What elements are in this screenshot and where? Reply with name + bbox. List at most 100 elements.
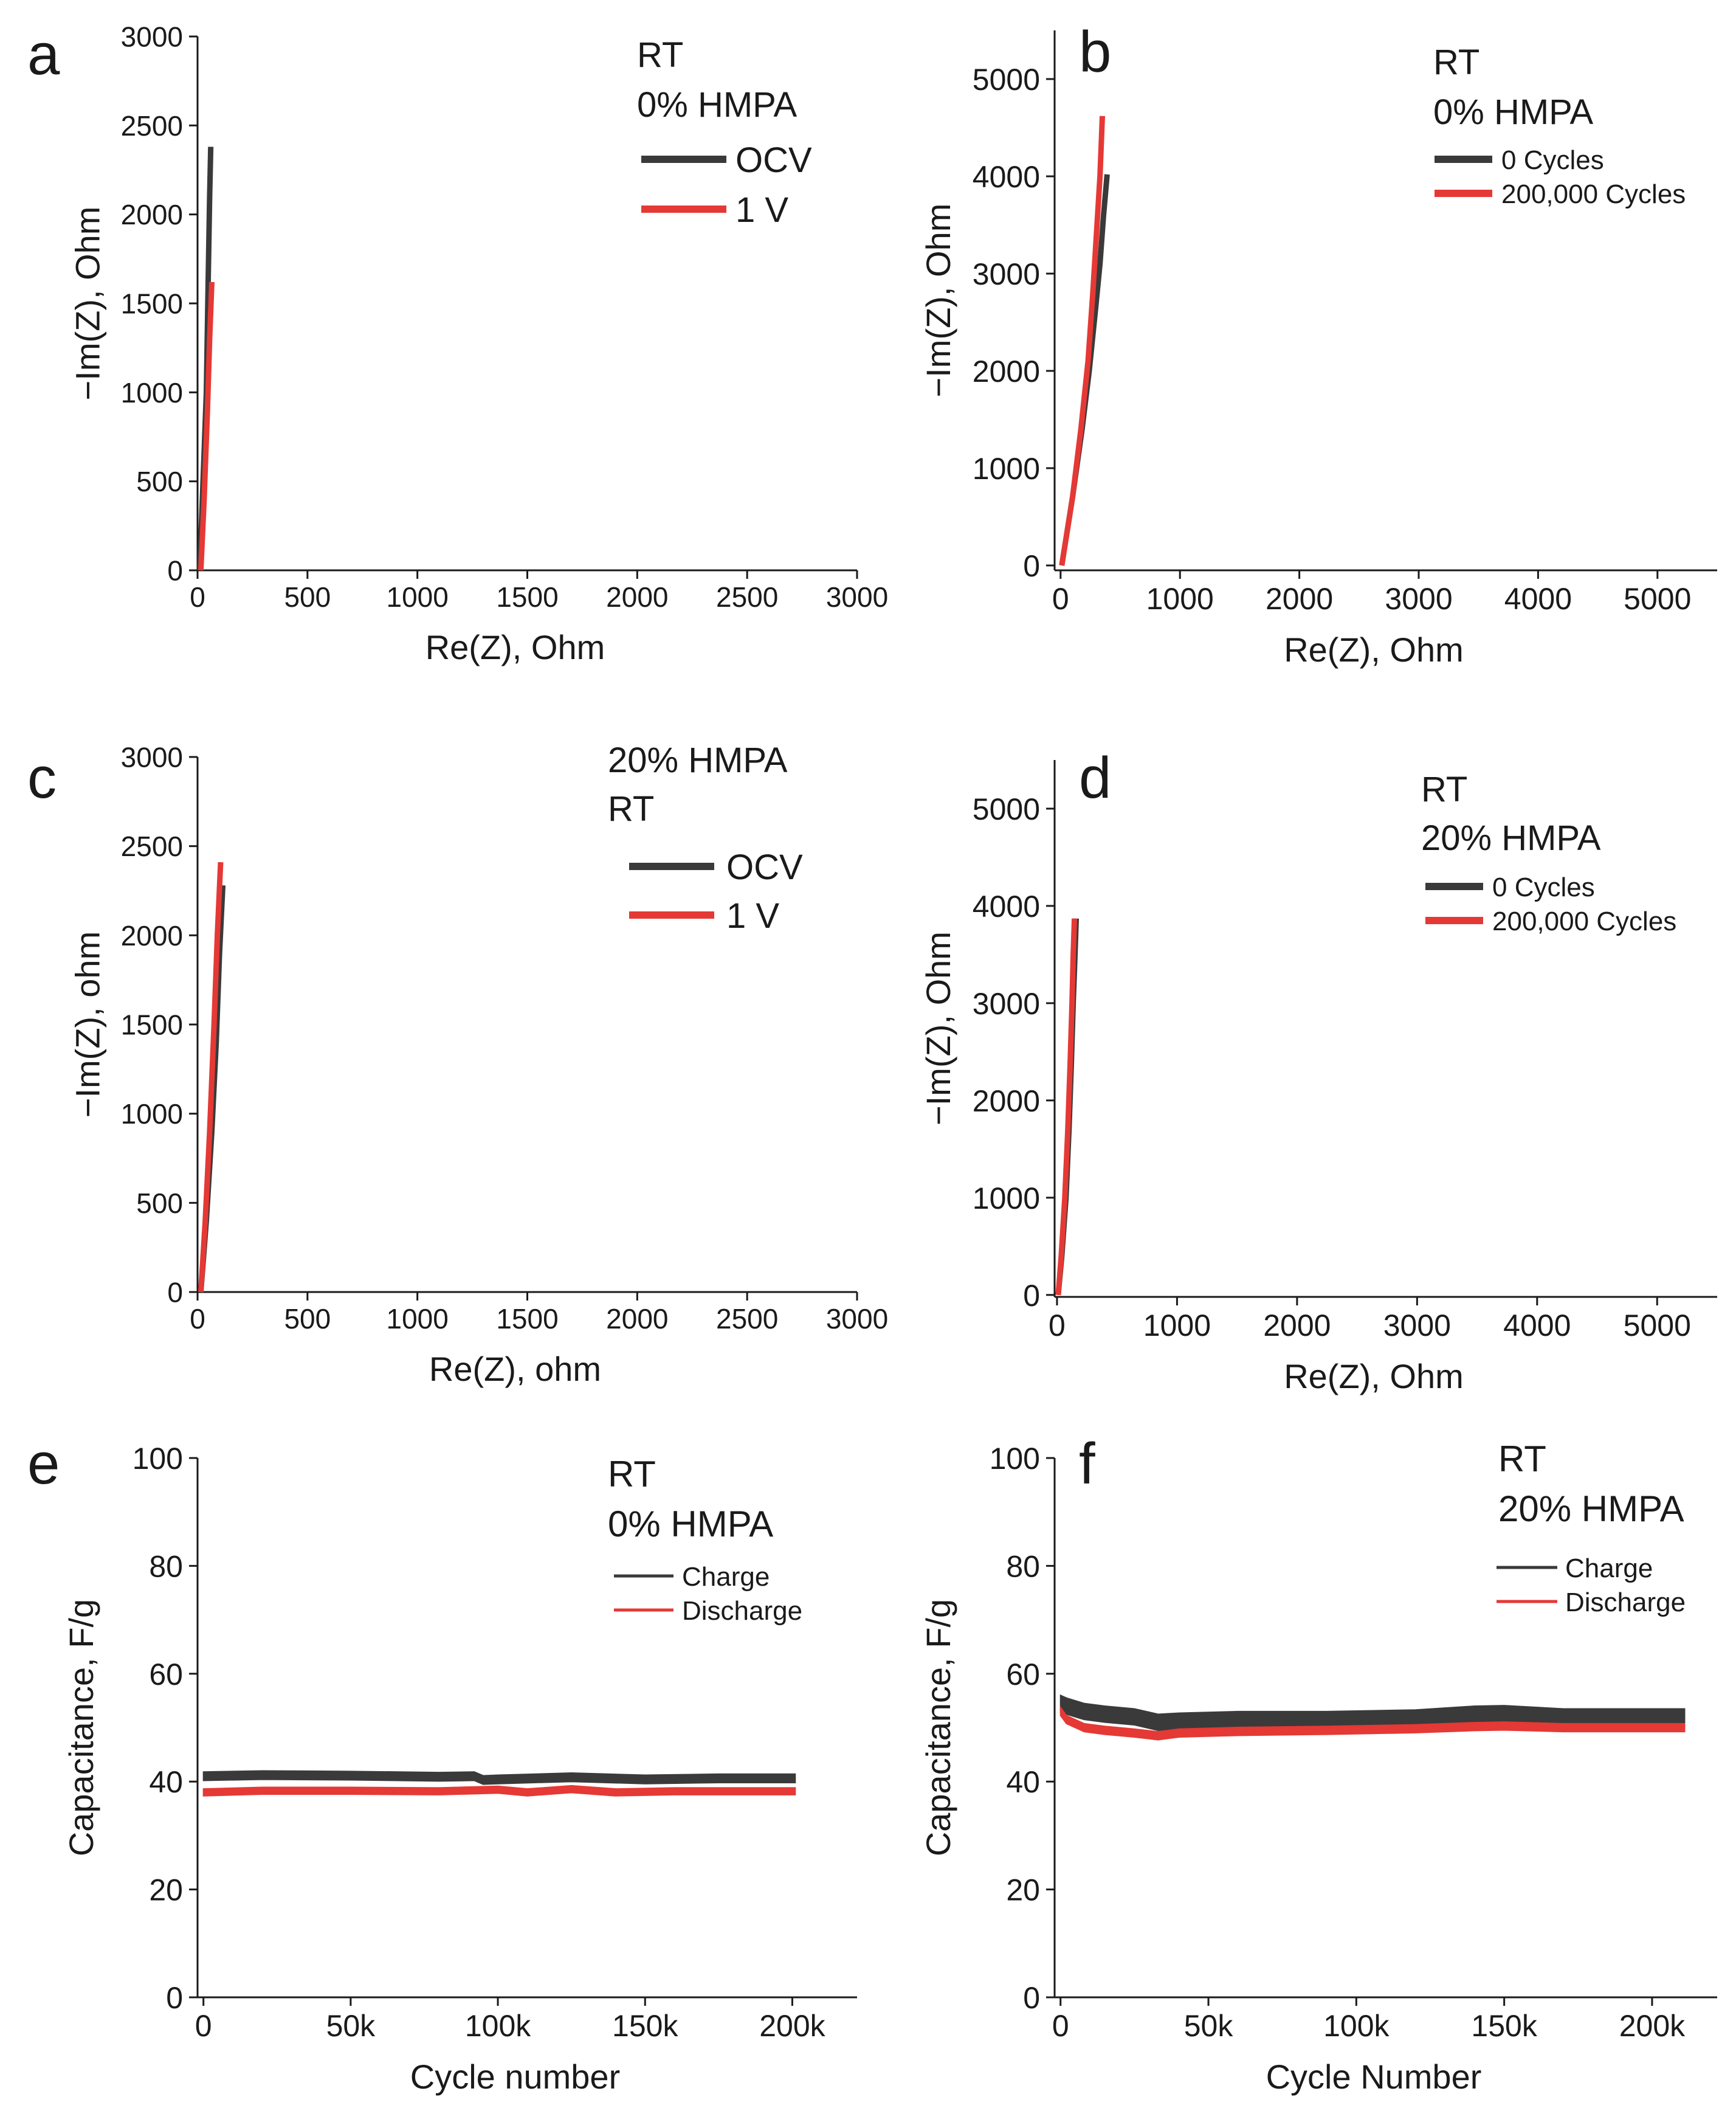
- x-tick-label: 0: [1052, 582, 1069, 616]
- x-tick-label: 5000: [1624, 1308, 1691, 1342]
- y-axis-title: −Im(Z), Ohm: [919, 204, 957, 398]
- annotation-text: RT: [1498, 1439, 1546, 1479]
- x-tick-label: 50k: [326, 2009, 376, 2043]
- y-tick-label: 80: [149, 1549, 183, 1583]
- y-tick-label: 80: [1006, 1549, 1040, 1583]
- x-tick-label: 100k: [465, 2009, 531, 2043]
- panel-label: d: [1079, 745, 1111, 810]
- panel-label: e: [27, 1431, 60, 1496]
- annotation-text: RT: [1421, 770, 1467, 809]
- panel-label: b: [1079, 19, 1111, 85]
- x-tick-label: 500: [284, 1303, 331, 1335]
- x-tick-label: 2000: [1263, 1308, 1331, 1342]
- y-tick-label: 5000: [973, 792, 1040, 826]
- y-tick-label: 0: [1023, 1279, 1040, 1313]
- panel-label: a: [27, 22, 60, 87]
- y-axis-title: −Im(Z), Ohm: [68, 207, 106, 401]
- y-tick-label: 20: [1006, 1873, 1040, 1907]
- y-tick-label: 2000: [973, 354, 1040, 389]
- series-line-200-000-cycles: [1055, 918, 1078, 1296]
- y-tick-label: 500: [136, 1187, 183, 1219]
- y-tick-label: 1000: [121, 1098, 183, 1130]
- annotation-text: RT: [608, 789, 654, 829]
- x-axis-title: Re(Z), ohm: [429, 1350, 601, 1388]
- x-tick-label: 3000: [826, 581, 888, 613]
- y-tick-label: 1500: [121, 1009, 183, 1041]
- y-tick-label: 500: [136, 466, 183, 497]
- legend-entry: 1 V: [735, 190, 788, 230]
- x-tick-label: 0: [1049, 1308, 1066, 1342]
- x-tick-label: 200k: [1619, 2009, 1686, 2043]
- legend-entry: OCV: [726, 848, 803, 887]
- x-tick-label: 500: [284, 581, 331, 613]
- annotation-text: 0% HMPA: [1433, 92, 1594, 132]
- x-tick-label: 2500: [716, 581, 778, 613]
- y-tick-label: 40: [149, 1765, 183, 1799]
- y-tick-label: 1000: [973, 1181, 1040, 1215]
- chart-panel-f: 0 50k 100k 150k 200k 0 20 40 60 80 100 Cycle Number…: [919, 1431, 1717, 2096]
- y-tick-label: 2500: [121, 831, 183, 862]
- legend-entry: 200,000 Cycles: [1501, 179, 1686, 209]
- chart-panel-e: 0 50k 100k 150k 200k 0 20 40 60 80 100 Cycle number…: [27, 1431, 857, 2096]
- x-tick-label: 1000: [1146, 582, 1214, 616]
- x-tick-label: 1000: [386, 1303, 448, 1335]
- chart-panel-d: 0 1000 2000 3000 4000 5000 0 1000 2000 3000 4000 50…: [919, 745, 1717, 1395]
- annotation-text: RT: [1433, 43, 1479, 82]
- x-tick-label: 0: [190, 1303, 205, 1335]
- x-tick-label: 1000: [1143, 1308, 1211, 1342]
- chart-panel-c: 0 500 1000 1500 2000 2500 3000 0 500 1000 1500 2000…: [27, 741, 888, 1388]
- series-band-discharge: [202, 1785, 796, 1797]
- annotation-text: 0% HMPA: [637, 85, 797, 125]
- series-line-1-v: [198, 282, 215, 571]
- y-tick-label: 0: [1023, 549, 1040, 583]
- x-tick-label: 4000: [1504, 582, 1572, 616]
- x-tick-label: 2500: [716, 1303, 778, 1335]
- legend-entry: OCV: [735, 140, 812, 180]
- panel-label: f: [1079, 1431, 1095, 1496]
- legend-entry: 200,000 Cycles: [1492, 907, 1676, 936]
- y-tick-label: 4000: [973, 890, 1040, 924]
- legend-entry: Discharge: [1565, 1588, 1686, 1617]
- x-tick-label: 3000: [1383, 1308, 1451, 1342]
- panel-label: c: [27, 745, 57, 810]
- legend-entry: Discharge: [682, 1596, 802, 1626]
- series-line-1-v: [198, 862, 224, 1293]
- legend-entry: Charge: [1565, 1553, 1653, 1583]
- y-axis-title: −Im(Z), ohm: [68, 931, 106, 1118]
- y-tick-label: 2000: [121, 920, 183, 952]
- x-tick-label: 50k: [1184, 2009, 1234, 2043]
- y-tick-label: 0: [166, 1981, 183, 2015]
- x-tick-label: 0: [1052, 2009, 1069, 2043]
- x-tick-label: 4000: [1503, 1308, 1571, 1342]
- x-tick-label: 2000: [606, 1303, 668, 1335]
- y-tick-label: 2000: [121, 199, 183, 230]
- x-tick-label: 5000: [1624, 582, 1691, 616]
- y-tick-label: 1000: [121, 377, 183, 409]
- annotation-text: RT: [608, 1454, 656, 1494]
- annotation-text: 20% HMPA: [608, 741, 788, 780]
- x-tick-label: 0: [190, 581, 205, 613]
- y-tick-label: 3000: [121, 21, 183, 53]
- annotation-text: 20% HMPA: [1421, 818, 1601, 858]
- y-tick-label: 1000: [973, 452, 1040, 486]
- x-axis-title: Cycle Number: [1266, 2058, 1482, 2096]
- y-axis-title: −Im(Z), Ohm: [919, 931, 957, 1125]
- x-tick-label: 2000: [1266, 582, 1333, 616]
- x-axis-title: Re(Z), Ohm: [1284, 631, 1464, 669]
- x-tick-label: 100k: [1323, 2009, 1390, 2043]
- y-tick-label: 0: [1023, 1981, 1040, 2015]
- annotation-text: RT: [637, 35, 683, 75]
- legend-entry: 1 V: [726, 896, 779, 936]
- x-tick-label: 1500: [496, 581, 558, 613]
- x-tick-label: 200k: [759, 2009, 825, 2043]
- y-tick-label: 60: [149, 1657, 183, 1691]
- y-tick-label: 4000: [973, 160, 1040, 194]
- y-tick-label: 2000: [973, 1084, 1040, 1118]
- x-axis-title: Cycle number: [410, 2058, 620, 2096]
- x-tick-label: 150k: [612, 2009, 678, 2043]
- y-tick-label: 3000: [973, 987, 1040, 1021]
- x-tick-label: 1000: [386, 581, 448, 613]
- y-axis-title: Capacitance, F/g: [62, 1599, 100, 1856]
- series-line-200-000-cycles: [1059, 116, 1106, 566]
- x-tick-label: 2000: [606, 581, 668, 613]
